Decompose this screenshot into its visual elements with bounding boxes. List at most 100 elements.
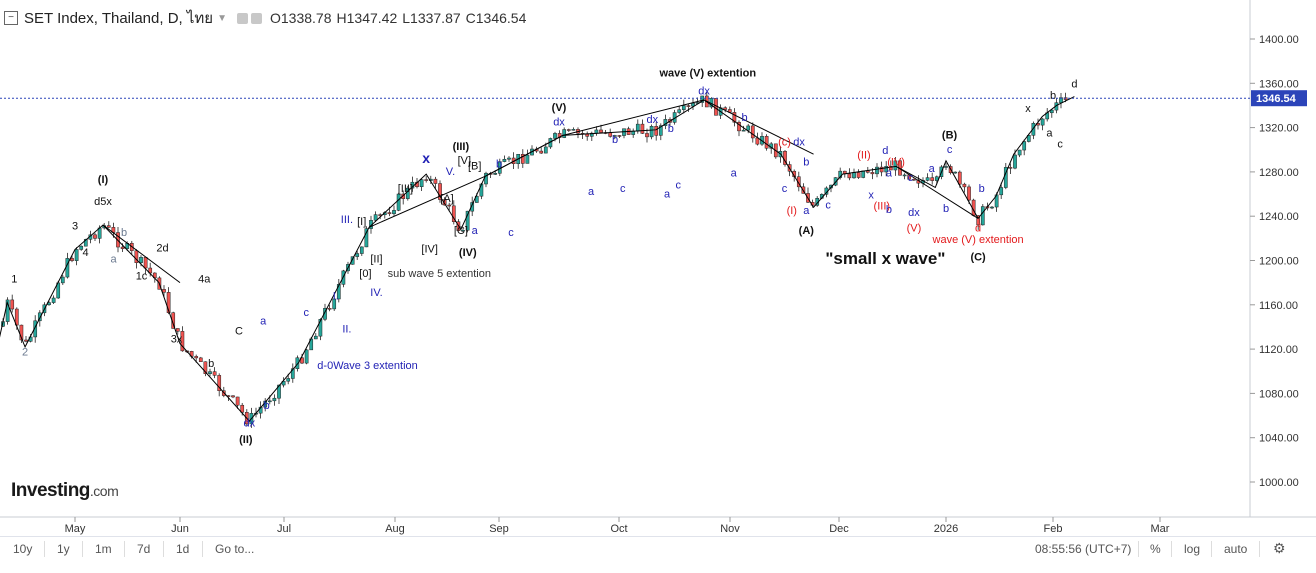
range-1d[interactable]: 1d bbox=[176, 542, 190, 556]
candle-body bbox=[1059, 97, 1063, 103]
candle-body bbox=[879, 166, 884, 173]
candle-body bbox=[930, 177, 935, 181]
candle-body bbox=[649, 126, 654, 138]
collapse-icon[interactable]: − bbox=[4, 11, 18, 25]
price-axis[interactable]: 1000.00 1040.00 1080.00 1120.00 1160.00 1200.… bbox=[0, 34, 1307, 489]
wave-label: [III] bbox=[398, 183, 413, 195]
candle-body bbox=[953, 171, 958, 174]
candle-body bbox=[106, 225, 111, 228]
candle-body bbox=[323, 308, 327, 320]
candle-body bbox=[313, 335, 318, 340]
candle-body bbox=[677, 109, 682, 113]
wave-label: [V] bbox=[458, 155, 471, 167]
wave-label: 1 bbox=[11, 274, 17, 286]
candle-body bbox=[539, 150, 544, 154]
candle-body bbox=[502, 158, 507, 162]
candle-body bbox=[493, 173, 498, 175]
wave-label: [II] bbox=[370, 254, 382, 266]
symbol-title[interactable]: SET Index, Thailand, D, ไทย bbox=[24, 10, 214, 27]
candle-body bbox=[1017, 149, 1022, 156]
wave-label: c bbox=[620, 183, 626, 195]
wave-label: wave (V) extention bbox=[659, 68, 757, 80]
time-tick-label: Feb bbox=[1044, 523, 1063, 535]
time-tick-label: Oct bbox=[610, 523, 627, 535]
wave-label: (III) bbox=[453, 141, 470, 153]
percent-toggle[interactable]: % bbox=[1150, 542, 1161, 556]
last-price-tag bbox=[1251, 90, 1307, 107]
candle-body bbox=[847, 173, 852, 179]
candle-body bbox=[612, 135, 617, 137]
wave-label: c bbox=[782, 183, 788, 195]
candle-body bbox=[888, 166, 893, 171]
candle-body bbox=[83, 239, 88, 247]
wave-channel-line bbox=[102, 224, 181, 284]
candle-body bbox=[852, 172, 856, 179]
last-price-label: 1346.54 bbox=[1256, 93, 1297, 105]
price-tick-label: 1280.00 bbox=[1259, 167, 1299, 179]
candle-body bbox=[424, 179, 429, 181]
candle-body bbox=[332, 298, 337, 310]
log-toggle[interactable]: log bbox=[1184, 542, 1201, 556]
wave-label: b bbox=[943, 203, 949, 215]
gear-icon[interactable]: ⚙ bbox=[1273, 540, 1286, 556]
candle-body bbox=[355, 253, 360, 257]
candle-body bbox=[884, 166, 889, 173]
candle-body bbox=[474, 195, 479, 203]
candle-body bbox=[198, 357, 203, 362]
range-10y[interactable]: 10y bbox=[13, 542, 33, 556]
candle-body bbox=[925, 177, 930, 181]
wave-label: d bbox=[975, 223, 981, 235]
wave-label: dx bbox=[553, 116, 565, 128]
wave-label: (C) bbox=[970, 252, 986, 264]
candle-body bbox=[640, 123, 645, 134]
candle-body bbox=[451, 205, 456, 223]
candle-body bbox=[10, 299, 15, 310]
range-1m[interactable]: 1m bbox=[95, 542, 112, 556]
range-1y[interactable]: 1y bbox=[57, 542, 70, 556]
candle-body bbox=[658, 125, 663, 136]
candle-body bbox=[419, 179, 424, 187]
chevron-down-icon[interactable]: ▼ bbox=[217, 12, 227, 24]
candle-body bbox=[944, 166, 948, 168]
wave-label: dx bbox=[793, 136, 805, 148]
wave-label: (B) bbox=[942, 130, 958, 142]
wave-label: x bbox=[1025, 103, 1031, 115]
candle-body bbox=[37, 312, 42, 322]
candle-body bbox=[525, 154, 530, 164]
settings-icon[interactable] bbox=[237, 12, 248, 24]
wave-label: a bbox=[886, 167, 893, 179]
wave-label: [C] bbox=[454, 225, 468, 237]
investing-logo: Investing.com bbox=[11, 480, 119, 501]
candle-body bbox=[120, 246, 125, 249]
bottom-toolbar: 10y 1y 1m 7d 1d Go to... 08:55:56 (UTC+7… bbox=[0, 536, 1316, 561]
goto-button[interactable]: Go to... bbox=[215, 542, 255, 556]
candle-body bbox=[750, 125, 755, 139]
candle-body bbox=[318, 319, 323, 337]
candle-body bbox=[194, 356, 199, 359]
candle-body bbox=[737, 121, 741, 132]
time-tick-label: Mar bbox=[1151, 523, 1170, 535]
wave-label: b bbox=[496, 158, 502, 170]
candle-body bbox=[5, 299, 10, 322]
wave-label: b bbox=[803, 156, 809, 168]
range-7d[interactable]: 7d bbox=[137, 542, 151, 556]
time-axis[interactable]: May Jun Jul Aug Sep Oct Nov Dec 2026 Feb Mar bbox=[65, 517, 1170, 535]
candle-body bbox=[617, 135, 622, 137]
time-tick-label: 2026 bbox=[934, 523, 958, 535]
candle-body bbox=[272, 397, 277, 402]
wave-label: a bbox=[260, 316, 267, 328]
wave-label: dx bbox=[908, 207, 920, 219]
candle-body bbox=[166, 292, 171, 313]
candle-body bbox=[1040, 118, 1045, 126]
candle-body bbox=[93, 234, 97, 239]
candle-body bbox=[543, 146, 548, 154]
eye-icon[interactable] bbox=[251, 12, 262, 24]
wave-label: (I) bbox=[98, 174, 109, 186]
auto-toggle[interactable]: auto bbox=[1224, 542, 1248, 556]
candle-body bbox=[976, 215, 981, 226]
candle-body bbox=[79, 245, 84, 250]
price-tick-label: 1400.00 bbox=[1259, 34, 1299, 46]
candle-body bbox=[723, 107, 728, 110]
